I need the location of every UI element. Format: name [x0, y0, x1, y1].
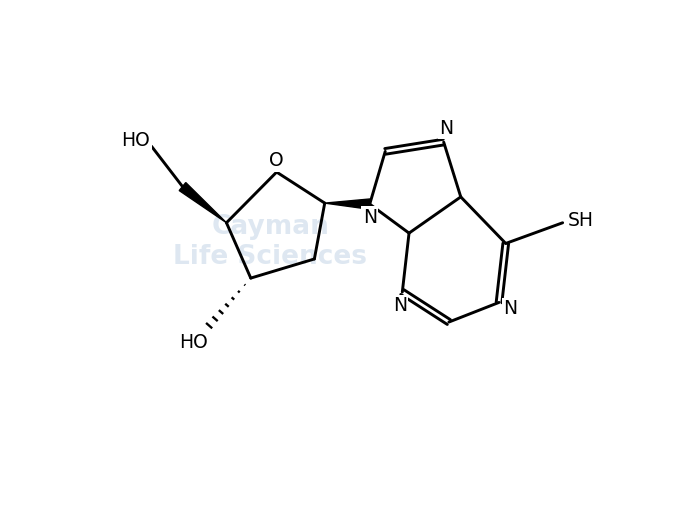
Text: N: N: [393, 296, 406, 315]
Text: HO: HO: [122, 131, 150, 150]
Text: Cayman
Life Sciences: Cayman Life Sciences: [173, 214, 367, 270]
Text: N: N: [363, 207, 377, 227]
Polygon shape: [179, 183, 226, 223]
Text: O: O: [269, 151, 284, 170]
Text: N: N: [503, 299, 517, 318]
Text: SH: SH: [568, 211, 594, 230]
Polygon shape: [325, 199, 370, 210]
Text: N: N: [439, 119, 453, 138]
Text: HO: HO: [180, 333, 208, 352]
